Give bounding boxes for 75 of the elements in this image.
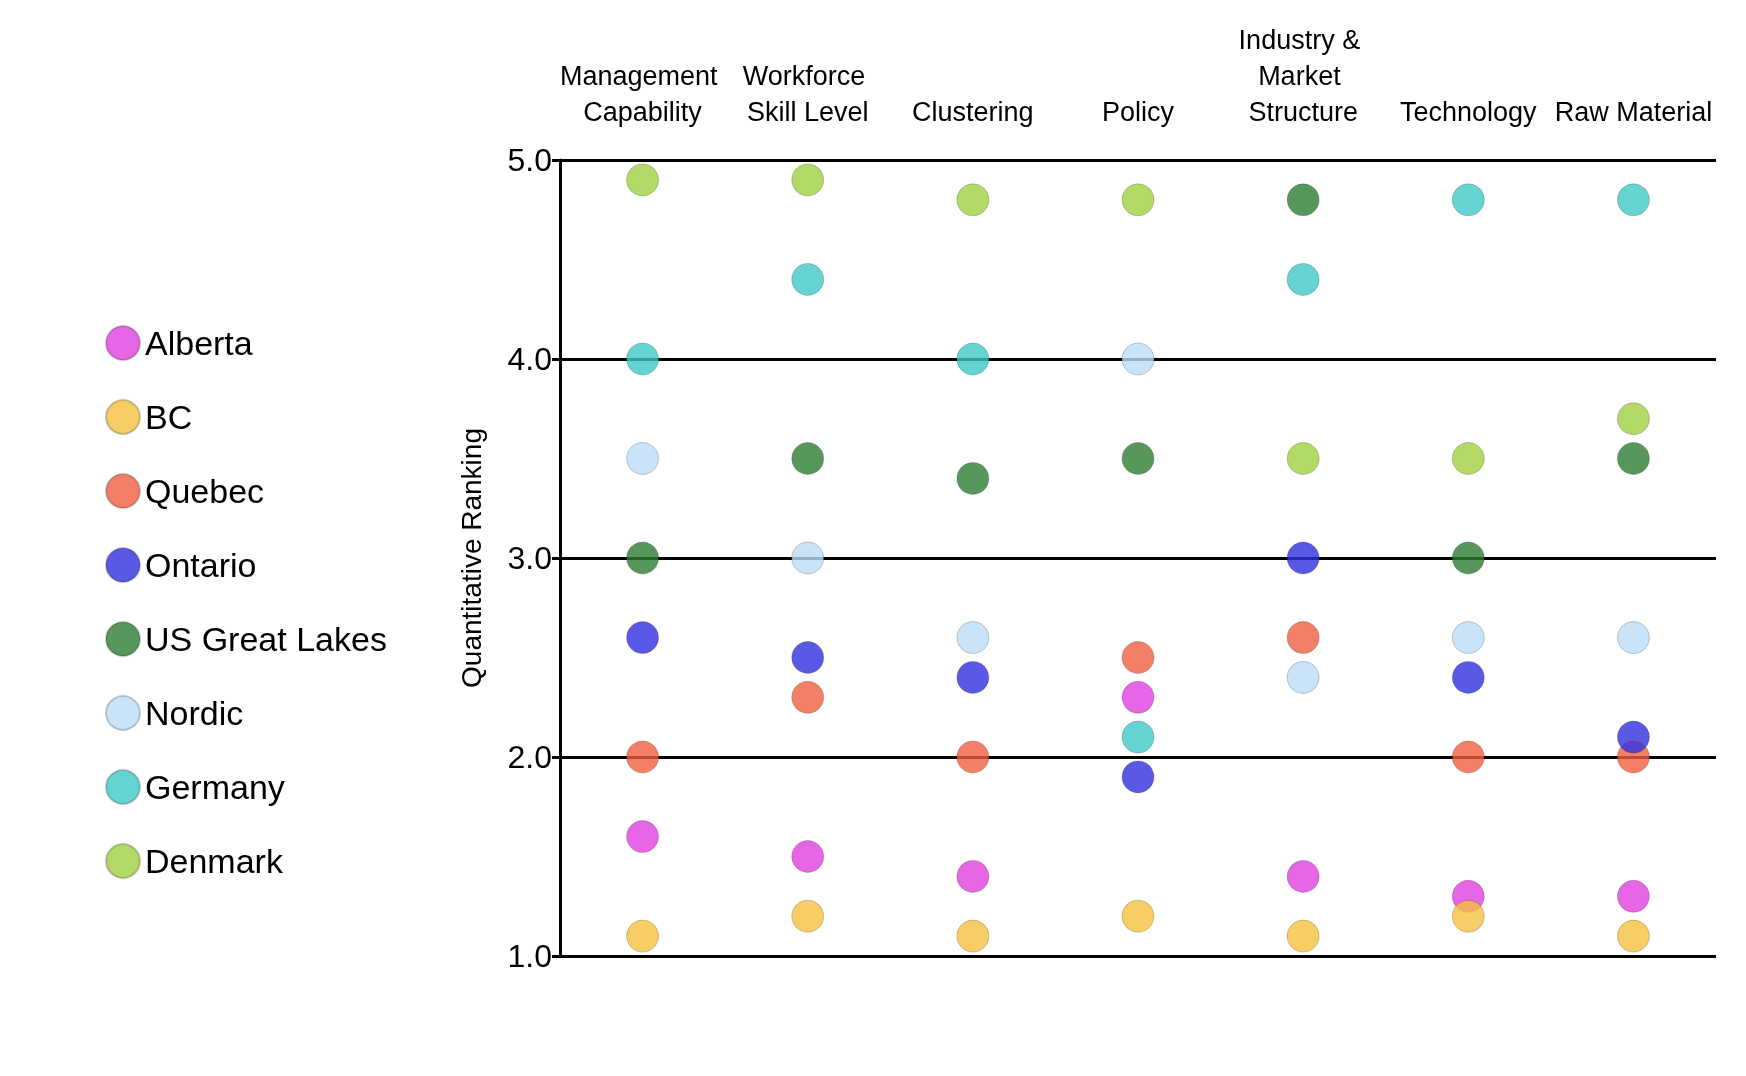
x-tick-label: Raw Material [1554, 97, 1713, 127]
point [1286, 262, 1320, 296]
point [1616, 919, 1650, 953]
point [1286, 859, 1320, 893]
legend-label: Alberta [145, 324, 253, 362]
x-tick-label: Technology [1399, 97, 1538, 127]
point [1121, 342, 1155, 376]
point [626, 919, 660, 953]
point [956, 859, 990, 893]
point [626, 820, 660, 854]
point [1121, 720, 1155, 754]
y-axis-title: Quantitative Ranking [455, 428, 487, 688]
point [1121, 442, 1155, 475]
legend-label: Quebec [145, 472, 265, 510]
point [626, 740, 660, 774]
point [1121, 899, 1155, 933]
legend-label: BC [145, 398, 193, 436]
x-tick-label: Policy [1101, 97, 1175, 127]
point [1616, 720, 1650, 754]
y-tick-label: 4.0 [507, 341, 552, 377]
y-tick-label: 5.0 [507, 142, 552, 178]
point [1121, 760, 1155, 794]
point [626, 163, 660, 197]
point [956, 342, 990, 376]
x-tick-label: Industry & Market Structure [1238, 25, 1368, 127]
point [1286, 183, 1320, 217]
point [791, 541, 825, 575]
point [791, 641, 825, 674]
point [626, 541, 660, 575]
point [1121, 641, 1155, 674]
point [1451, 442, 1485, 475]
legend-label: Ontario [145, 546, 257, 584]
point [1451, 621, 1485, 655]
point [956, 183, 990, 217]
point [956, 461, 990, 495]
y-tick-label: 3.0 [507, 540, 552, 576]
point [1286, 541, 1320, 575]
point [1451, 899, 1485, 933]
point [791, 899, 825, 933]
x-tick-label: Clustering [912, 97, 1034, 127]
legend-label: US Great Lakes [145, 620, 387, 658]
point [1451, 660, 1485, 694]
point [791, 442, 825, 475]
legend-label: Nordic [145, 694, 244, 732]
point [1286, 919, 1320, 953]
point [956, 660, 990, 694]
y-tick-label: 2.0 [507, 739, 552, 775]
point [1451, 740, 1485, 774]
point [1121, 680, 1155, 714]
legend-label: Denmark [145, 842, 284, 880]
point [1616, 442, 1650, 475]
point [626, 342, 660, 376]
point [626, 621, 660, 655]
point [626, 442, 660, 475]
point [1286, 621, 1320, 655]
point [1286, 660, 1320, 694]
point [956, 740, 990, 774]
point [1616, 402, 1650, 436]
x-tick-label: Management Capability [560, 61, 726, 127]
point [1616, 183, 1650, 217]
point [791, 262, 825, 296]
point [1451, 541, 1485, 575]
x-tick-label: Workforce Skill Level [742, 61, 873, 127]
point [791, 680, 825, 714]
point [1286, 442, 1320, 475]
legend-label: Germany [145, 768, 285, 806]
point [1121, 183, 1155, 217]
point [791, 840, 825, 873]
point [956, 621, 990, 655]
point [1616, 879, 1650, 913]
point [1451, 183, 1485, 217]
point [956, 919, 990, 953]
point [1616, 621, 1650, 655]
point [791, 163, 825, 197]
y-tick-label: 1.0 [507, 938, 552, 974]
